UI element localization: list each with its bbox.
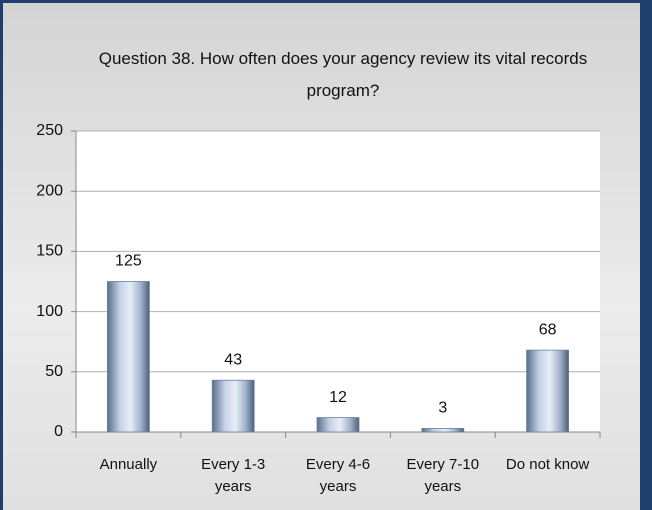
data-label: 3 (438, 400, 447, 417)
y-tick-label: 200 (36, 182, 63, 199)
y-tick-label: 0 (54, 423, 63, 440)
x-tick-label: Do not know (505, 456, 590, 473)
x-tick-label: Annually (99, 456, 158, 473)
bar (211, 379, 255, 433)
bar (107, 281, 150, 433)
data-label: 125 (115, 253, 142, 270)
y-tick-label: 100 (36, 303, 63, 320)
x-tick-label: Every 4-6 years (305, 456, 371, 495)
y-tick-label: 250 (36, 122, 63, 139)
x-tick-label: Every 1-3 years (201, 456, 266, 495)
data-label: 43 (224, 351, 242, 368)
y-tick-label: 150 (36, 243, 63, 260)
bar (421, 427, 465, 433)
chart-title: Question 38. How often does your agency … (98, 49, 588, 100)
data-label: 68 (539, 321, 557, 338)
data-label: 12 (329, 389, 347, 406)
plot: 0 50 100 150 200 250 125 43 12 3 68 (36, 122, 601, 440)
x-tick-label: Every 7-10 years (406, 456, 480, 495)
bar (316, 417, 360, 433)
y-tick-label: 50 (45, 363, 63, 380)
bar (526, 349, 569, 433)
plot-area (76, 131, 600, 432)
